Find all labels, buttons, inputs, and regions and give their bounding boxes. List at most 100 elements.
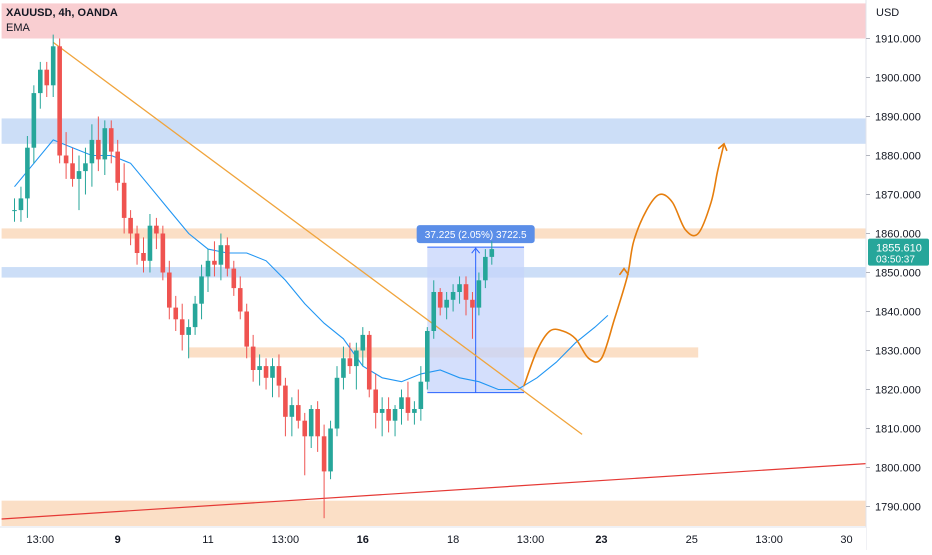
candle-body	[31, 93, 37, 148]
candle-up	[102, 120, 108, 175]
candle-down	[128, 210, 133, 246]
candle-body	[76, 171, 82, 179]
price-tick-label: 1790.000	[875, 502, 921, 514]
candle-down	[173, 295, 179, 331]
candle-up	[341, 346, 346, 390]
candle-body	[25, 147, 30, 199]
candle-down	[347, 342, 353, 374]
projection-arrow-head	[717, 142, 728, 152]
candle-down	[315, 401, 320, 452]
candle-body	[386, 409, 391, 421]
candle-body	[360, 334, 366, 351]
measure-label: 37.225 (2.05%) 3722.5	[425, 230, 527, 241]
candle-up	[50, 34, 56, 97]
candle-body	[199, 276, 204, 304]
price-tick-label: 1880.000	[875, 151, 921, 163]
price-tick-label: 1910.000	[875, 34, 921, 46]
candle-down	[154, 217, 159, 250]
candle-body	[399, 397, 404, 409]
trendline	[52, 41, 583, 435]
candle-up	[334, 366, 340, 437]
red-zone	[1, 3, 867, 39]
candle-up	[186, 319, 191, 359]
time-axis-background	[0, 527, 866, 550]
candle-up	[38, 61, 43, 109]
time-tick-label: 18	[447, 534, 459, 546]
candle-body	[334, 377, 340, 429]
candle-body	[70, 163, 75, 179]
candle-up	[89, 124, 95, 187]
candle-body	[315, 409, 320, 437]
candle-body	[437, 292, 443, 308]
candle-down	[463, 276, 469, 316]
candle-up	[270, 358, 275, 398]
candle-body	[444, 299, 449, 308]
candle-body	[83, 163, 88, 172]
candle-countdown: 03:50:37	[876, 255, 915, 266]
candle-body	[96, 139, 101, 160]
candle-body	[192, 303, 198, 328]
candle-down	[366, 331, 372, 398]
time-tick-label: 16	[357, 534, 369, 546]
candle-body	[302, 420, 308, 437]
candle-body	[457, 284, 462, 292]
candle-up	[308, 405, 314, 448]
candle-down	[437, 288, 443, 316]
support-line	[1, 463, 867, 520]
candle-body	[244, 311, 249, 347]
candle-up	[444, 292, 449, 320]
time-axis[interactable]: 13:00 9 11 13:00 16 18 13:00 23 25 13:00 30	[0, 526, 866, 550]
blue-zone	[1, 118, 867, 144]
candle-body	[160, 233, 166, 273]
candle-down	[302, 412, 308, 476]
candle-down	[386, 397, 391, 433]
candle-body	[379, 409, 385, 413]
price-tick-label: 1810.000	[875, 424, 921, 436]
candle-up	[379, 397, 385, 437]
candle-up	[257, 354, 262, 386]
candle-down	[63, 132, 69, 179]
candle-up	[360, 327, 366, 367]
candle-body	[212, 260, 217, 265]
price-axis[interactable]: 1790.000 1800.000 1810.000 1820.000 1830.000…	[865, 0, 932, 550]
candle-up	[205, 249, 211, 292]
candle-body	[450, 292, 456, 300]
candle-down	[57, 38, 62, 164]
candle-up	[483, 249, 488, 289]
candle-down	[44, 61, 50, 97]
orange-zone	[1, 500, 867, 526]
candle-up	[192, 295, 198, 335]
candle-down	[179, 303, 185, 351]
price-tick-label: 1900.000	[875, 73, 921, 85]
candle-body	[489, 249, 495, 257]
time-tick-label: 13:00	[27, 534, 55, 546]
candle-body	[154, 225, 159, 234]
candle-up	[425, 327, 430, 390]
candle-down	[405, 381, 411, 421]
candle-up	[31, 85, 37, 164]
candle-down	[283, 377, 288, 437]
candle-body	[257, 366, 262, 370]
price-tick-label: 1890.000	[875, 112, 921, 124]
measure-label-background	[416, 225, 535, 244]
price-range-measure[interactable]: 37.225 (2.05%) 3722.5	[416, 225, 535, 394]
candle-down	[134, 225, 140, 265]
candle-up	[328, 420, 333, 480]
candle-down	[296, 389, 301, 429]
candle-up	[76, 155, 82, 211]
candle-up	[450, 284, 456, 312]
candle-up	[392, 405, 398, 437]
candle-body	[347, 358, 353, 367]
candle-body	[341, 358, 346, 378]
candle-body	[167, 272, 172, 308]
candle-body	[431, 292, 437, 331]
candle-down	[121, 163, 127, 234]
candle-body	[50, 46, 56, 86]
candle-body	[115, 151, 120, 183]
candle-down	[108, 120, 114, 164]
price-tick-label: 1800.000	[875, 463, 921, 475]
price-badge-background	[868, 238, 929, 266]
